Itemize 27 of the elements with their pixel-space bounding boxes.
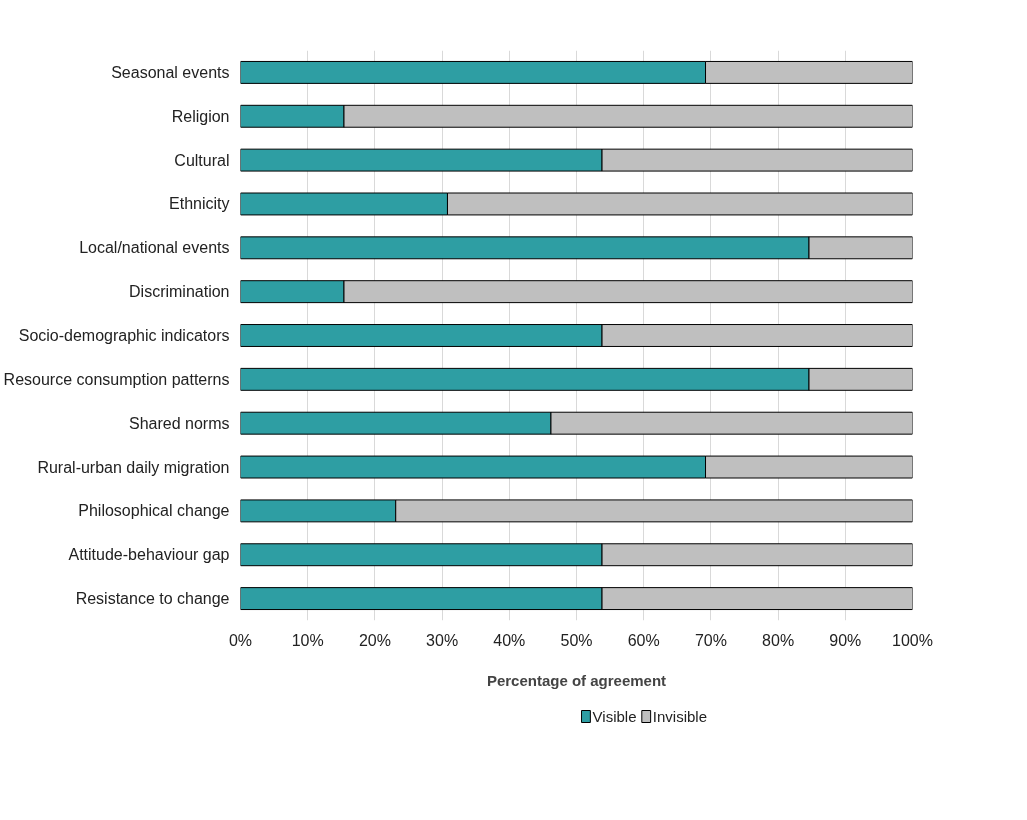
y-tick-label: Ethnicity (169, 195, 230, 213)
x-tick-label: 90% (829, 631, 862, 649)
y-tick-label: Resistance to change (75, 590, 230, 608)
x-tick-label: 10% (291, 631, 324, 649)
y-tick-label: Religion (171, 107, 230, 125)
x-tick-label: 100% (892, 631, 933, 649)
y-tick-label: Socio-demographic indicators (18, 327, 230, 344)
x-tick-label: 20% (358, 631, 391, 649)
x-axis-title: Percentage of agreement (486, 671, 667, 689)
x-tick-label: 30% (426, 631, 459, 649)
y-tick-label: Resource consumption patterns (3, 370, 230, 388)
x-tick-label: 0% (228, 631, 253, 649)
x-tick-label: 50% (560, 631, 593, 649)
y-tick-label: Rural-urban daily migration (37, 458, 230, 476)
y-tick-label: Seasonal events (111, 63, 230, 81)
x-tick-label: 70% (694, 631, 727, 649)
y-tick-label: Discrimination (129, 283, 230, 301)
y-tick-label: Attitude-behaviour gap (68, 546, 230, 564)
y-tick-label: Cultural (174, 151, 230, 169)
y-tick-label: Local/national events (79, 239, 230, 257)
x-tick-label: 80% (762, 631, 795, 649)
legend-label: Invisible (652, 708, 708, 725)
y-tick-label: Shared norms (129, 414, 230, 432)
x-tick-label: 60% (627, 631, 660, 649)
y-tick-label: Philosophical change (78, 502, 230, 520)
legend-label: Visible (592, 708, 637, 725)
x-tick-label: 40% (493, 631, 526, 649)
